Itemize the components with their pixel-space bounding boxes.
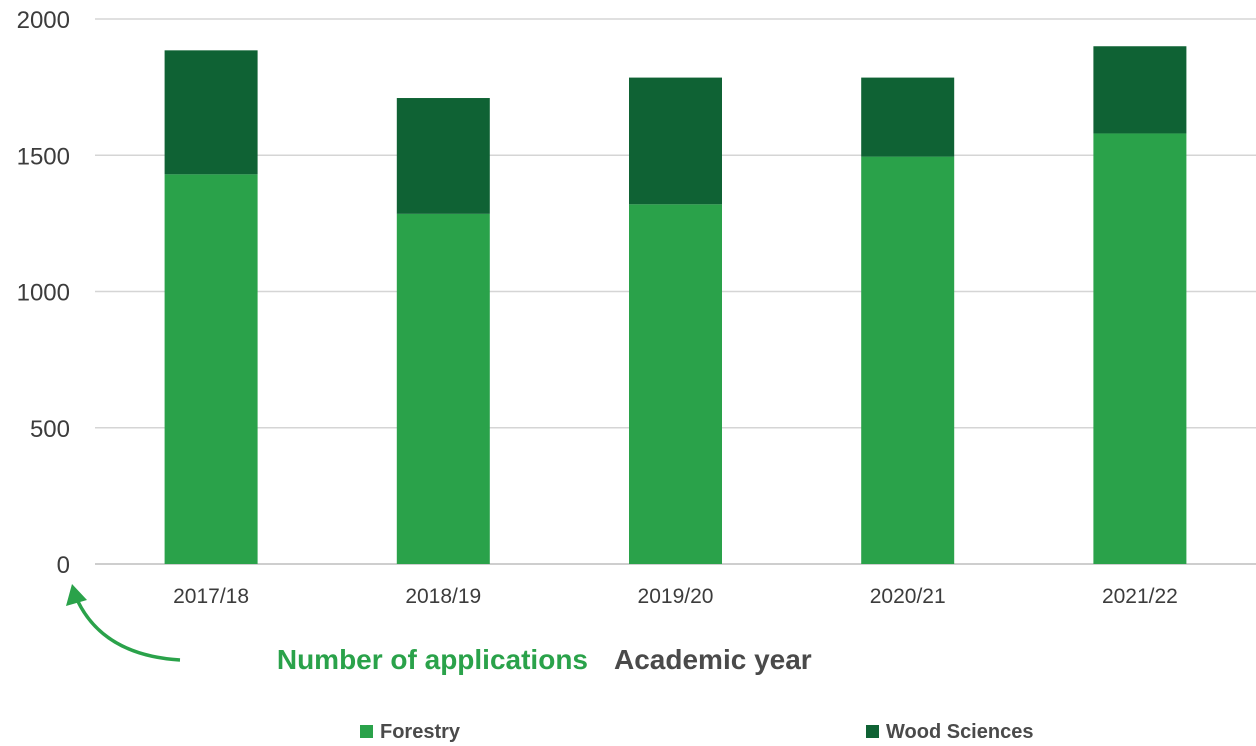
bar-wood-sciences-2019-20 (629, 77, 722, 205)
x-tick-label: 2019/20 (638, 585, 714, 608)
bar-forestry-2017-18 (164, 174, 258, 564)
y-tick-label: 500 (30, 416, 70, 443)
x-tick-label: 2017/18 (173, 585, 249, 608)
y-axis-label: Number of applications (277, 644, 588, 675)
bar-forestry-2018-19 (396, 213, 490, 564)
bar-wood-sciences-2021-22 (1093, 46, 1187, 134)
y-tick-label: 0 (57, 552, 70, 579)
bar-forestry-2021-22 (1093, 133, 1187, 564)
y-tick-label: 1500 (17, 143, 70, 170)
legend-label: Forestry (380, 721, 461, 743)
bar-forestry-2019-20 (629, 204, 722, 565)
y-tick-label: 1000 (17, 280, 70, 307)
legend-label: Wood Sciences (886, 721, 1033, 743)
y-axis-ticks: 0 500 1000 1500 2000 (17, 7, 70, 579)
legend-swatch (866, 725, 879, 738)
bar-wood-sciences-2018-19 (396, 98, 490, 214)
x-axis-ticks: 2017/18 2018/19 2019/20 2020/21 2021/22 (173, 585, 1178, 608)
x-tick-label: 2021/22 (1102, 585, 1178, 608)
legend: Forestry Wood Sciences (360, 721, 1033, 743)
x-axis-label: Academic year (614, 644, 812, 675)
legend-swatch (360, 725, 373, 738)
bars (164, 46, 1187, 565)
arrowhead-icon (66, 584, 87, 606)
x-tick-label: 2020/21 (870, 585, 946, 608)
y-tick-label: 2000 (17, 7, 70, 34)
ylabel-arrow-icon (73, 594, 181, 662)
bar-wood-sciences-2017-18 (164, 50, 258, 175)
x-tick-label: 2018/19 (405, 585, 481, 608)
bar-wood-sciences-2020-21 (861, 77, 955, 157)
bar-forestry-2020-21 (861, 156, 955, 565)
